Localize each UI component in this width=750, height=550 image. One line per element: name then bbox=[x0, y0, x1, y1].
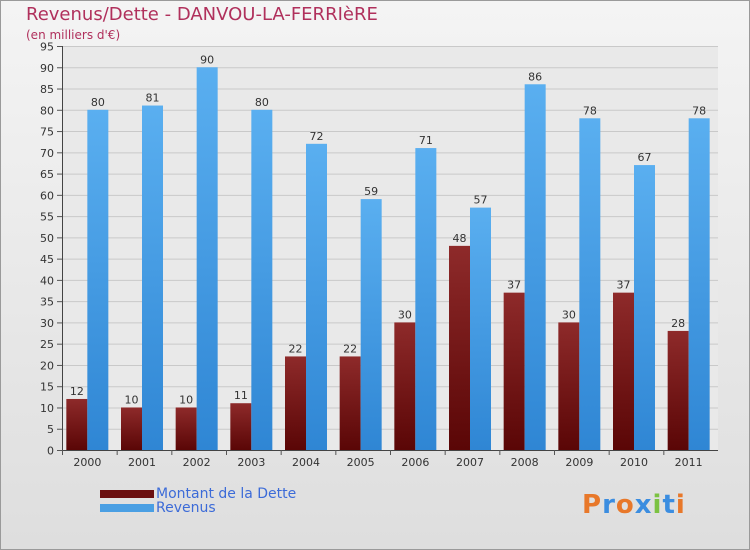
logo-letter: o bbox=[615, 490, 635, 520]
revenue-value-label: 81 bbox=[146, 92, 160, 105]
y-tick-label: 80 bbox=[40, 104, 54, 117]
y-tick-label: 35 bbox=[40, 296, 54, 309]
debt-bar bbox=[394, 322, 416, 450]
x-tick-label: 2001 bbox=[128, 456, 156, 469]
x-tick-label: 2011 bbox=[675, 456, 703, 469]
debt-bar bbox=[503, 292, 525, 450]
revenue-bar bbox=[306, 143, 327, 450]
revenue-bar bbox=[142, 105, 163, 451]
debt-bar bbox=[339, 356, 361, 450]
x-tick-label: 2000 bbox=[73, 456, 101, 469]
chart-subtitle: (en milliers d'€) bbox=[26, 28, 121, 42]
logo-letter: t bbox=[662, 490, 676, 520]
x-tick-label: 2002 bbox=[183, 456, 211, 469]
logo-letter: r bbox=[602, 490, 616, 520]
revenue-value-label: 80 bbox=[255, 96, 269, 109]
debt-bar bbox=[613, 292, 634, 450]
revenue-bar bbox=[579, 118, 601, 450]
y-tick-label: 90 bbox=[40, 62, 54, 75]
x-tick-label: 2008 bbox=[511, 456, 539, 469]
y-tick-label: 95 bbox=[40, 41, 54, 54]
y-tick-label: 0 bbox=[47, 445, 54, 458]
plot-area bbox=[62, 46, 718, 450]
debt-value-label: 37 bbox=[617, 279, 631, 292]
legend-label-dette: Montant de la Dette bbox=[156, 486, 297, 502]
revenue-bar bbox=[688, 118, 710, 450]
legend-swatch-revenus bbox=[100, 504, 154, 512]
logo-letter: i bbox=[652, 490, 663, 520]
revenue-value-label: 86 bbox=[528, 70, 542, 83]
debt-bar bbox=[66, 398, 88, 450]
y-tick-label: 55 bbox=[40, 211, 54, 224]
debt-value-label: 30 bbox=[398, 308, 412, 321]
y-tick-label: 15 bbox=[40, 381, 54, 394]
debt-value-label: 10 bbox=[179, 393, 193, 406]
revenue-bar bbox=[634, 165, 655, 451]
debt-bar bbox=[285, 356, 306, 450]
y-tick-label: 65 bbox=[40, 168, 54, 181]
debt-value-label: 37 bbox=[507, 279, 521, 292]
revenue-value-label: 67 bbox=[638, 151, 652, 164]
y-tick-label: 50 bbox=[40, 232, 54, 245]
revenue-bar bbox=[360, 199, 382, 450]
y-tick-label: 10 bbox=[40, 402, 54, 415]
revenue-value-label: 78 bbox=[692, 104, 706, 117]
debt-value-label: 22 bbox=[343, 342, 357, 355]
revenue-bar bbox=[87, 109, 109, 450]
x-tick-label: 2003 bbox=[237, 456, 265, 469]
proxiti-logo: Proxiti bbox=[582, 490, 686, 520]
revenue-bar bbox=[415, 148, 437, 450]
logo-letter: P bbox=[582, 490, 603, 520]
y-tick-label: 40 bbox=[40, 274, 54, 287]
legend-label-revenus: Revenus bbox=[156, 500, 216, 516]
x-tick-label: 2009 bbox=[565, 456, 593, 469]
debt-value-label: 12 bbox=[70, 385, 84, 398]
logo-letter: i bbox=[675, 490, 686, 520]
y-tick-label: 20 bbox=[40, 359, 54, 372]
x-tick-label: 2006 bbox=[401, 456, 429, 469]
revenue-value-label: 90 bbox=[200, 53, 214, 66]
revenue-value-label: 72 bbox=[310, 130, 324, 143]
revenue-value-label: 71 bbox=[419, 134, 433, 147]
y-tick-label: 85 bbox=[40, 83, 54, 96]
logo-letter: x bbox=[634, 490, 653, 520]
debt-bar bbox=[449, 245, 470, 450]
debt-value-label: 30 bbox=[562, 308, 576, 321]
debt-bar bbox=[558, 322, 580, 450]
revenue-value-label: 78 bbox=[583, 104, 597, 117]
debt-bar bbox=[230, 403, 252, 450]
debt-value-label: 28 bbox=[671, 317, 685, 330]
y-tick-label: 5 bbox=[47, 423, 54, 436]
debt-value-label: 11 bbox=[234, 389, 248, 402]
debt-value-label: 48 bbox=[453, 232, 467, 245]
debt-value-label: 22 bbox=[289, 342, 303, 355]
revenue-value-label: 57 bbox=[474, 194, 488, 207]
debt-bar bbox=[121, 407, 142, 450]
x-tick-label: 2007 bbox=[456, 456, 484, 469]
y-tick-label: 75 bbox=[40, 126, 54, 139]
revenue-value-label: 59 bbox=[364, 185, 378, 198]
chart-title: Revenus/Dette - DANVOU-LA-FERRIèRE bbox=[26, 4, 378, 25]
y-tick-label: 70 bbox=[40, 147, 54, 160]
revenue-bar bbox=[470, 207, 491, 450]
revenue-bar bbox=[251, 109, 273, 450]
y-tick-label: 60 bbox=[40, 189, 54, 202]
y-tick-label: 45 bbox=[40, 253, 54, 266]
revenue-value-label: 80 bbox=[91, 96, 105, 109]
debt-bar bbox=[175, 407, 197, 450]
y-tick-label: 25 bbox=[40, 338, 54, 351]
x-tick-label: 2005 bbox=[347, 456, 375, 469]
debt-value-label: 10 bbox=[125, 393, 139, 406]
revenue-bar bbox=[524, 84, 546, 450]
x-tick-label: 2010 bbox=[620, 456, 648, 469]
debt-bar bbox=[667, 330, 689, 450]
revenue-bar bbox=[196, 67, 218, 451]
legend-swatch-dette bbox=[100, 490, 154, 498]
y-tick-label: 30 bbox=[40, 317, 54, 330]
x-tick-label: 2004 bbox=[292, 456, 320, 469]
